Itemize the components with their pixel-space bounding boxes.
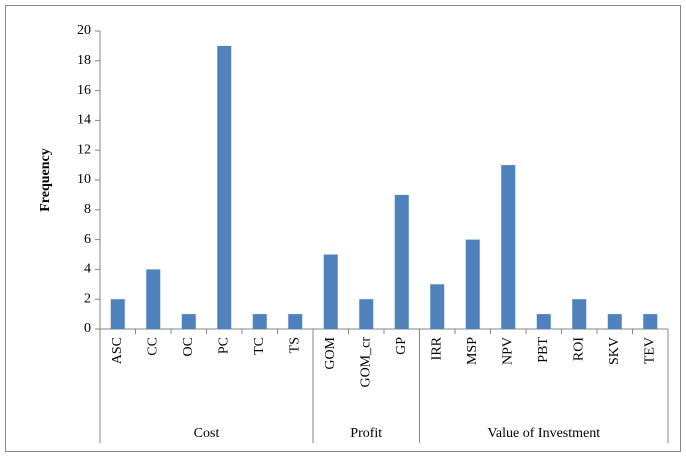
group-label: Profit xyxy=(350,426,382,441)
bar xyxy=(217,45,232,330)
y-axis-label: Frequency xyxy=(38,148,53,212)
bar xyxy=(394,194,409,329)
x-tick-label: MSP xyxy=(465,337,480,365)
bar xyxy=(572,299,587,329)
y-tick-label: 8 xyxy=(84,202,91,217)
x-tick-label: SKV xyxy=(607,337,622,365)
y-tick-label: 2 xyxy=(84,291,91,306)
x-tick-label: PC xyxy=(216,337,231,354)
bar xyxy=(359,299,374,329)
y-tick-label: 12 xyxy=(77,142,91,157)
bar xyxy=(252,314,267,329)
x-tick-label: IRR xyxy=(429,336,444,360)
bar xyxy=(288,314,303,329)
bar xyxy=(323,254,338,329)
chart-frame xyxy=(5,5,681,452)
x-tick-label: TEV xyxy=(642,337,657,364)
bar xyxy=(501,165,516,329)
bar xyxy=(536,314,551,329)
x-tick-label: PBT xyxy=(536,337,551,363)
group-label: Cost xyxy=(194,426,220,441)
x-tick-label: ROI xyxy=(571,337,586,361)
y-tick-label: 16 xyxy=(77,83,91,98)
x-tick-label: TS xyxy=(287,337,302,353)
bar xyxy=(607,314,622,329)
y-tick-label: 18 xyxy=(77,53,91,68)
bar xyxy=(110,299,125,329)
bar xyxy=(181,314,196,329)
x-tick-label: TC xyxy=(252,337,267,355)
group-label: Value of Investment xyxy=(487,426,600,441)
x-tick-label: CC xyxy=(145,337,160,356)
x-tick-label: OC xyxy=(181,337,196,356)
y-tick-label: 20 xyxy=(77,23,91,38)
y-tick-label: 4 xyxy=(84,262,91,277)
x-tick-label: ASC xyxy=(110,337,125,364)
y-tick-label: 10 xyxy=(77,172,91,187)
y-tick-label: 14 xyxy=(77,113,91,128)
bar xyxy=(146,269,161,329)
y-tick-label: 6 xyxy=(84,232,91,247)
x-tick-label: GP xyxy=(394,337,409,355)
bar xyxy=(465,239,480,329)
x-tick-label: GOM_cr xyxy=(358,337,373,388)
bar xyxy=(643,314,658,329)
y-tick-label: 0 xyxy=(84,321,91,336)
bar xyxy=(430,284,445,329)
x-tick-label: GOM xyxy=(323,336,338,369)
x-tick-label: NPV xyxy=(500,337,515,365)
